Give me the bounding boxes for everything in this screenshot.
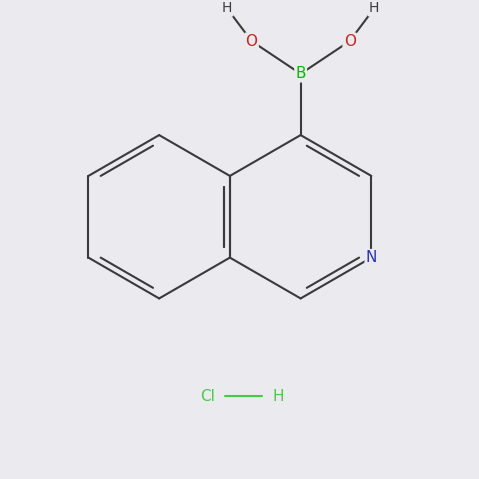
Text: H: H <box>272 389 284 404</box>
Text: Cl: Cl <box>200 389 215 404</box>
Text: H: H <box>369 1 379 15</box>
Text: O: O <box>343 34 355 49</box>
Text: N: N <box>365 250 377 265</box>
Text: B: B <box>296 66 306 81</box>
Text: O: O <box>246 34 258 49</box>
Text: H: H <box>222 1 232 15</box>
